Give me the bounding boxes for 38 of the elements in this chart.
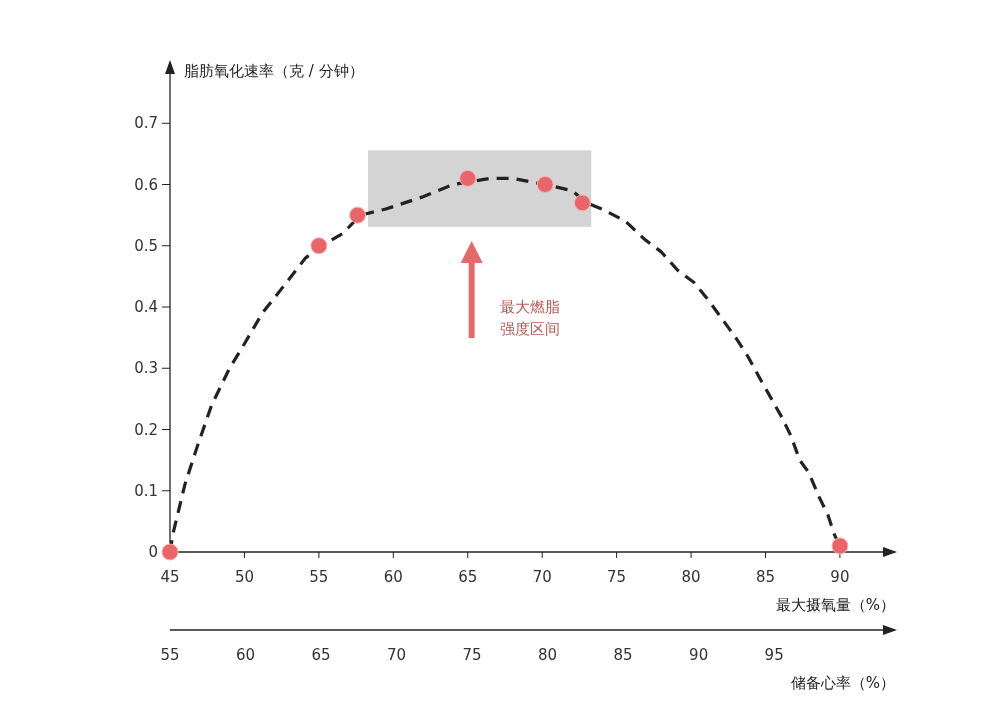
x2-tick-label: 75 (462, 646, 482, 664)
y-tick-label: 0.2 (134, 420, 158, 439)
x-axis-title: 最大摄氧量（%） (775, 596, 895, 614)
x-tick-label: 50 (234, 568, 254, 586)
x2-tick-label: 90 (689, 646, 709, 664)
x2-tick-label: 55 (160, 646, 180, 664)
x-tick-label: 60 (383, 568, 403, 586)
y-tick-label: 0.6 (134, 175, 158, 194)
x2-tick-label: 85 (613, 646, 633, 664)
x2-tick-label: 60 (235, 646, 256, 664)
x2-axis-title: 储备心率（%） (790, 674, 895, 692)
y-tick-label: 0.3 (134, 359, 158, 378)
point (573, 194, 591, 212)
y-tick-label: 0.1 (134, 481, 158, 500)
x-tick-label: 75 (607, 568, 627, 586)
x2-tick-label: 65 (311, 646, 331, 664)
x-tick-label: 65 (458, 568, 478, 586)
x-tick-label: 80 (681, 568, 701, 586)
y-tick-label: 0.5 (134, 236, 158, 255)
point (310, 237, 328, 255)
x-tick-label: 85 (755, 568, 776, 586)
y-tick-label: 0.4 (134, 298, 158, 316)
point (459, 169, 477, 187)
x2-tick-label: 80 (538, 646, 558, 664)
point (161, 543, 179, 561)
x-tick-label: 45 (160, 568, 180, 586)
y-axis-title: 脂肪氧化速率（克 / 分钟） (184, 62, 364, 80)
annotation: 最大燃脂强度区间 (499, 298, 560, 338)
x2-tick-label: 95 (764, 646, 784, 664)
point (831, 537, 849, 555)
x-tick-label: 90 (830, 568, 850, 586)
point (536, 176, 554, 193)
x2-tick-label: 70 (387, 646, 407, 664)
point (349, 206, 367, 224)
y-tick-label: 0.7 (134, 114, 158, 133)
x-tick-label: 70 (532, 568, 552, 586)
x-tick-label: 55 (309, 568, 329, 586)
y-tick-label: 0 (148, 543, 158, 561)
